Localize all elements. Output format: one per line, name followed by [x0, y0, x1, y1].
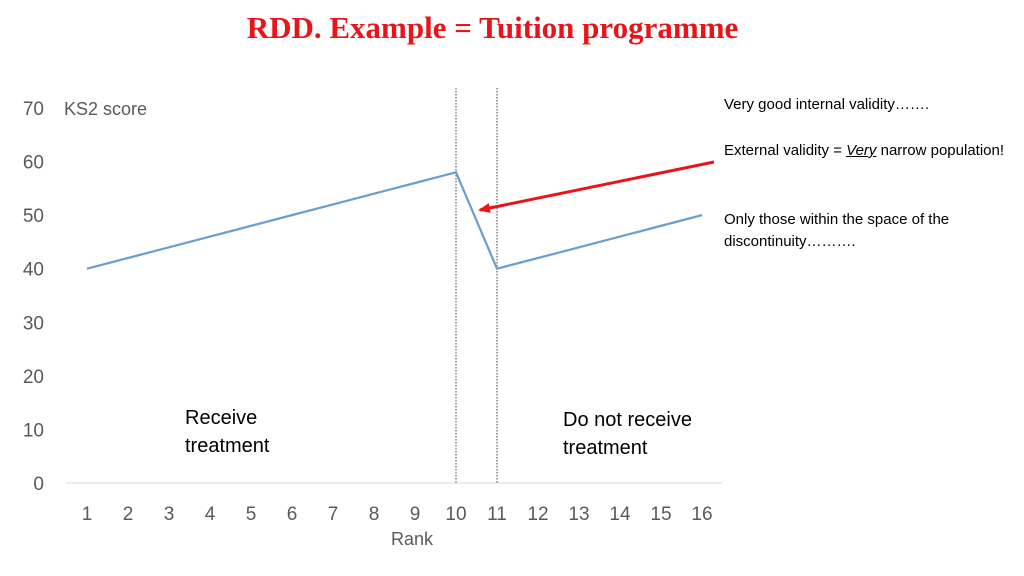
- pointer-arrow: [478, 160, 715, 213]
- region-label-treated: Receive treatment: [185, 404, 345, 460]
- note-external-prefix: External validity =: [724, 142, 847, 159]
- series-layer: [86, 170, 703, 271]
- x-tick-label: 1: [82, 504, 93, 525]
- x-tick-label: 14: [609, 504, 631, 525]
- y-tick-label: 50: [23, 206, 44, 227]
- y-tick-label: 40: [23, 260, 44, 281]
- x-tick-label: 9: [410, 504, 421, 525]
- cutoff-layer: [455, 88, 498, 483]
- x-tick-label: 12: [527, 504, 548, 525]
- y-axis-title: KS2 score: [64, 99, 147, 119]
- slide-title: RDD. Example = Tuition programme: [246, 10, 739, 45]
- region-label-untreated-line2: treatment: [563, 437, 648, 459]
- note-external-emphasis: Very: [846, 142, 877, 159]
- x-tick-label: 2: [123, 504, 134, 525]
- x-tick-label: 6: [287, 504, 298, 525]
- note-discontinuity: Only those within the space of the disco…: [724, 211, 950, 250]
- x-tick-label: 3: [164, 504, 175, 525]
- region-label-treated-line2: treatment: [185, 435, 270, 457]
- series-line: [86, 170, 703, 271]
- note-external-suffix: narrow population!: [876, 142, 1005, 159]
- y-tick-label: 20: [23, 367, 44, 388]
- region-label-treated-line1: Receive: [185, 407, 258, 429]
- note-external-validity: External validity = Very narrow populati…: [724, 140, 1014, 162]
- x-tick-label: 8: [369, 504, 380, 525]
- y-tick-label: 30: [23, 313, 44, 334]
- x-tick-label: 4: [205, 504, 216, 525]
- y-tick-label: 60: [23, 153, 44, 174]
- y-tick-label: 70: [23, 99, 44, 120]
- x-tick-label: 11: [487, 504, 507, 525]
- x-tick-label: 13: [568, 504, 589, 525]
- note-internal-validity: Very good internal validity…….: [724, 96, 930, 113]
- x-tick-label: 16: [691, 504, 712, 525]
- x-tick-label: 10: [445, 504, 466, 525]
- region-label-untreated: Do not receive treatment: [563, 406, 723, 462]
- y-tick-label: 10: [23, 420, 44, 441]
- x-tick-label: 5: [246, 504, 257, 525]
- x-axis-title: Rank: [391, 529, 434, 549]
- y-tick-label: 0: [33, 474, 44, 495]
- x-tick-label: 7: [328, 504, 339, 525]
- region-label-untreated-line1: Do not receive: [563, 409, 692, 431]
- x-tick-label: 15: [650, 504, 671, 525]
